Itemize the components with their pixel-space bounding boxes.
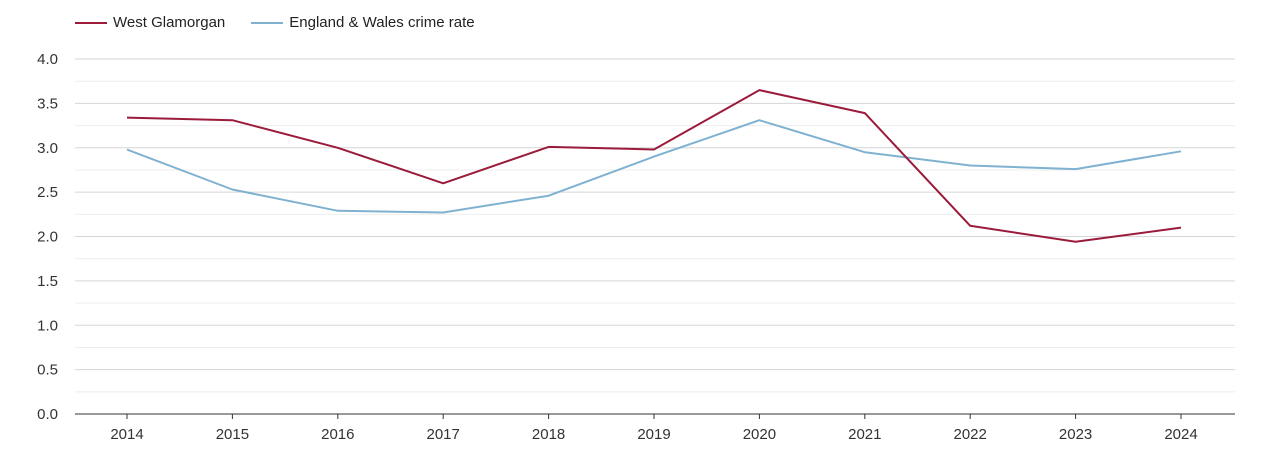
y-tick-label-0.0: 0.0 — [37, 406, 58, 423]
x-tick-label-2022: 2022 — [954, 426, 987, 443]
y-tick-label-2.0: 2.0 — [37, 229, 58, 246]
legend-label-west-glamorgan: West Glamorgan — [113, 14, 226, 31]
chart-legend: West Glamorgan England & Wales crime rat… — [75, 14, 501, 31]
y-tick-label-1.0: 1.0 — [37, 317, 58, 334]
x-tick-label-2023: 2023 — [1059, 426, 1092, 443]
legend-swatch-west-glamorgan — [75, 21, 107, 24]
y-tick-label-2.5: 2.5 — [37, 184, 58, 201]
series-line-west-glamorgan — [126, 89, 1182, 243]
x-tick-label-2017: 2017 — [427, 426, 460, 443]
x-tick-label-2020: 2020 — [743, 426, 776, 443]
x-tick-label-2016: 2016 — [321, 426, 354, 443]
x-tick-label-2019: 2019 — [637, 426, 670, 443]
series-line-england-wales-crime-rate — [126, 119, 1182, 214]
y-tick-label-3.5: 3.5 — [37, 95, 58, 112]
x-tick-label-2021: 2021 — [848, 426, 881, 443]
x-tick-label-2015: 2015 — [216, 426, 249, 443]
y-tick-label-0.5: 0.5 — [37, 362, 58, 379]
legend-label-england-wales: England & Wales crime rate — [289, 14, 475, 31]
legend-item-west-glamorgan[interactable]: West Glamorgan — [75, 14, 225, 31]
y-tick-label-1.5: 1.5 — [37, 273, 58, 290]
x-tick-label-2018: 2018 — [532, 426, 565, 443]
x-tick-label-2024: 2024 — [1164, 426, 1197, 443]
y-tick-label-3.0: 3.0 — [37, 140, 58, 157]
y-tick-label-4.0: 4.0 — [37, 51, 58, 68]
legend-item-england-wales[interactable]: England & Wales crime rate — [251, 14, 475, 31]
legend-swatch-england-wales — [251, 21, 284, 24]
x-tick-label-2014: 2014 — [110, 426, 143, 443]
